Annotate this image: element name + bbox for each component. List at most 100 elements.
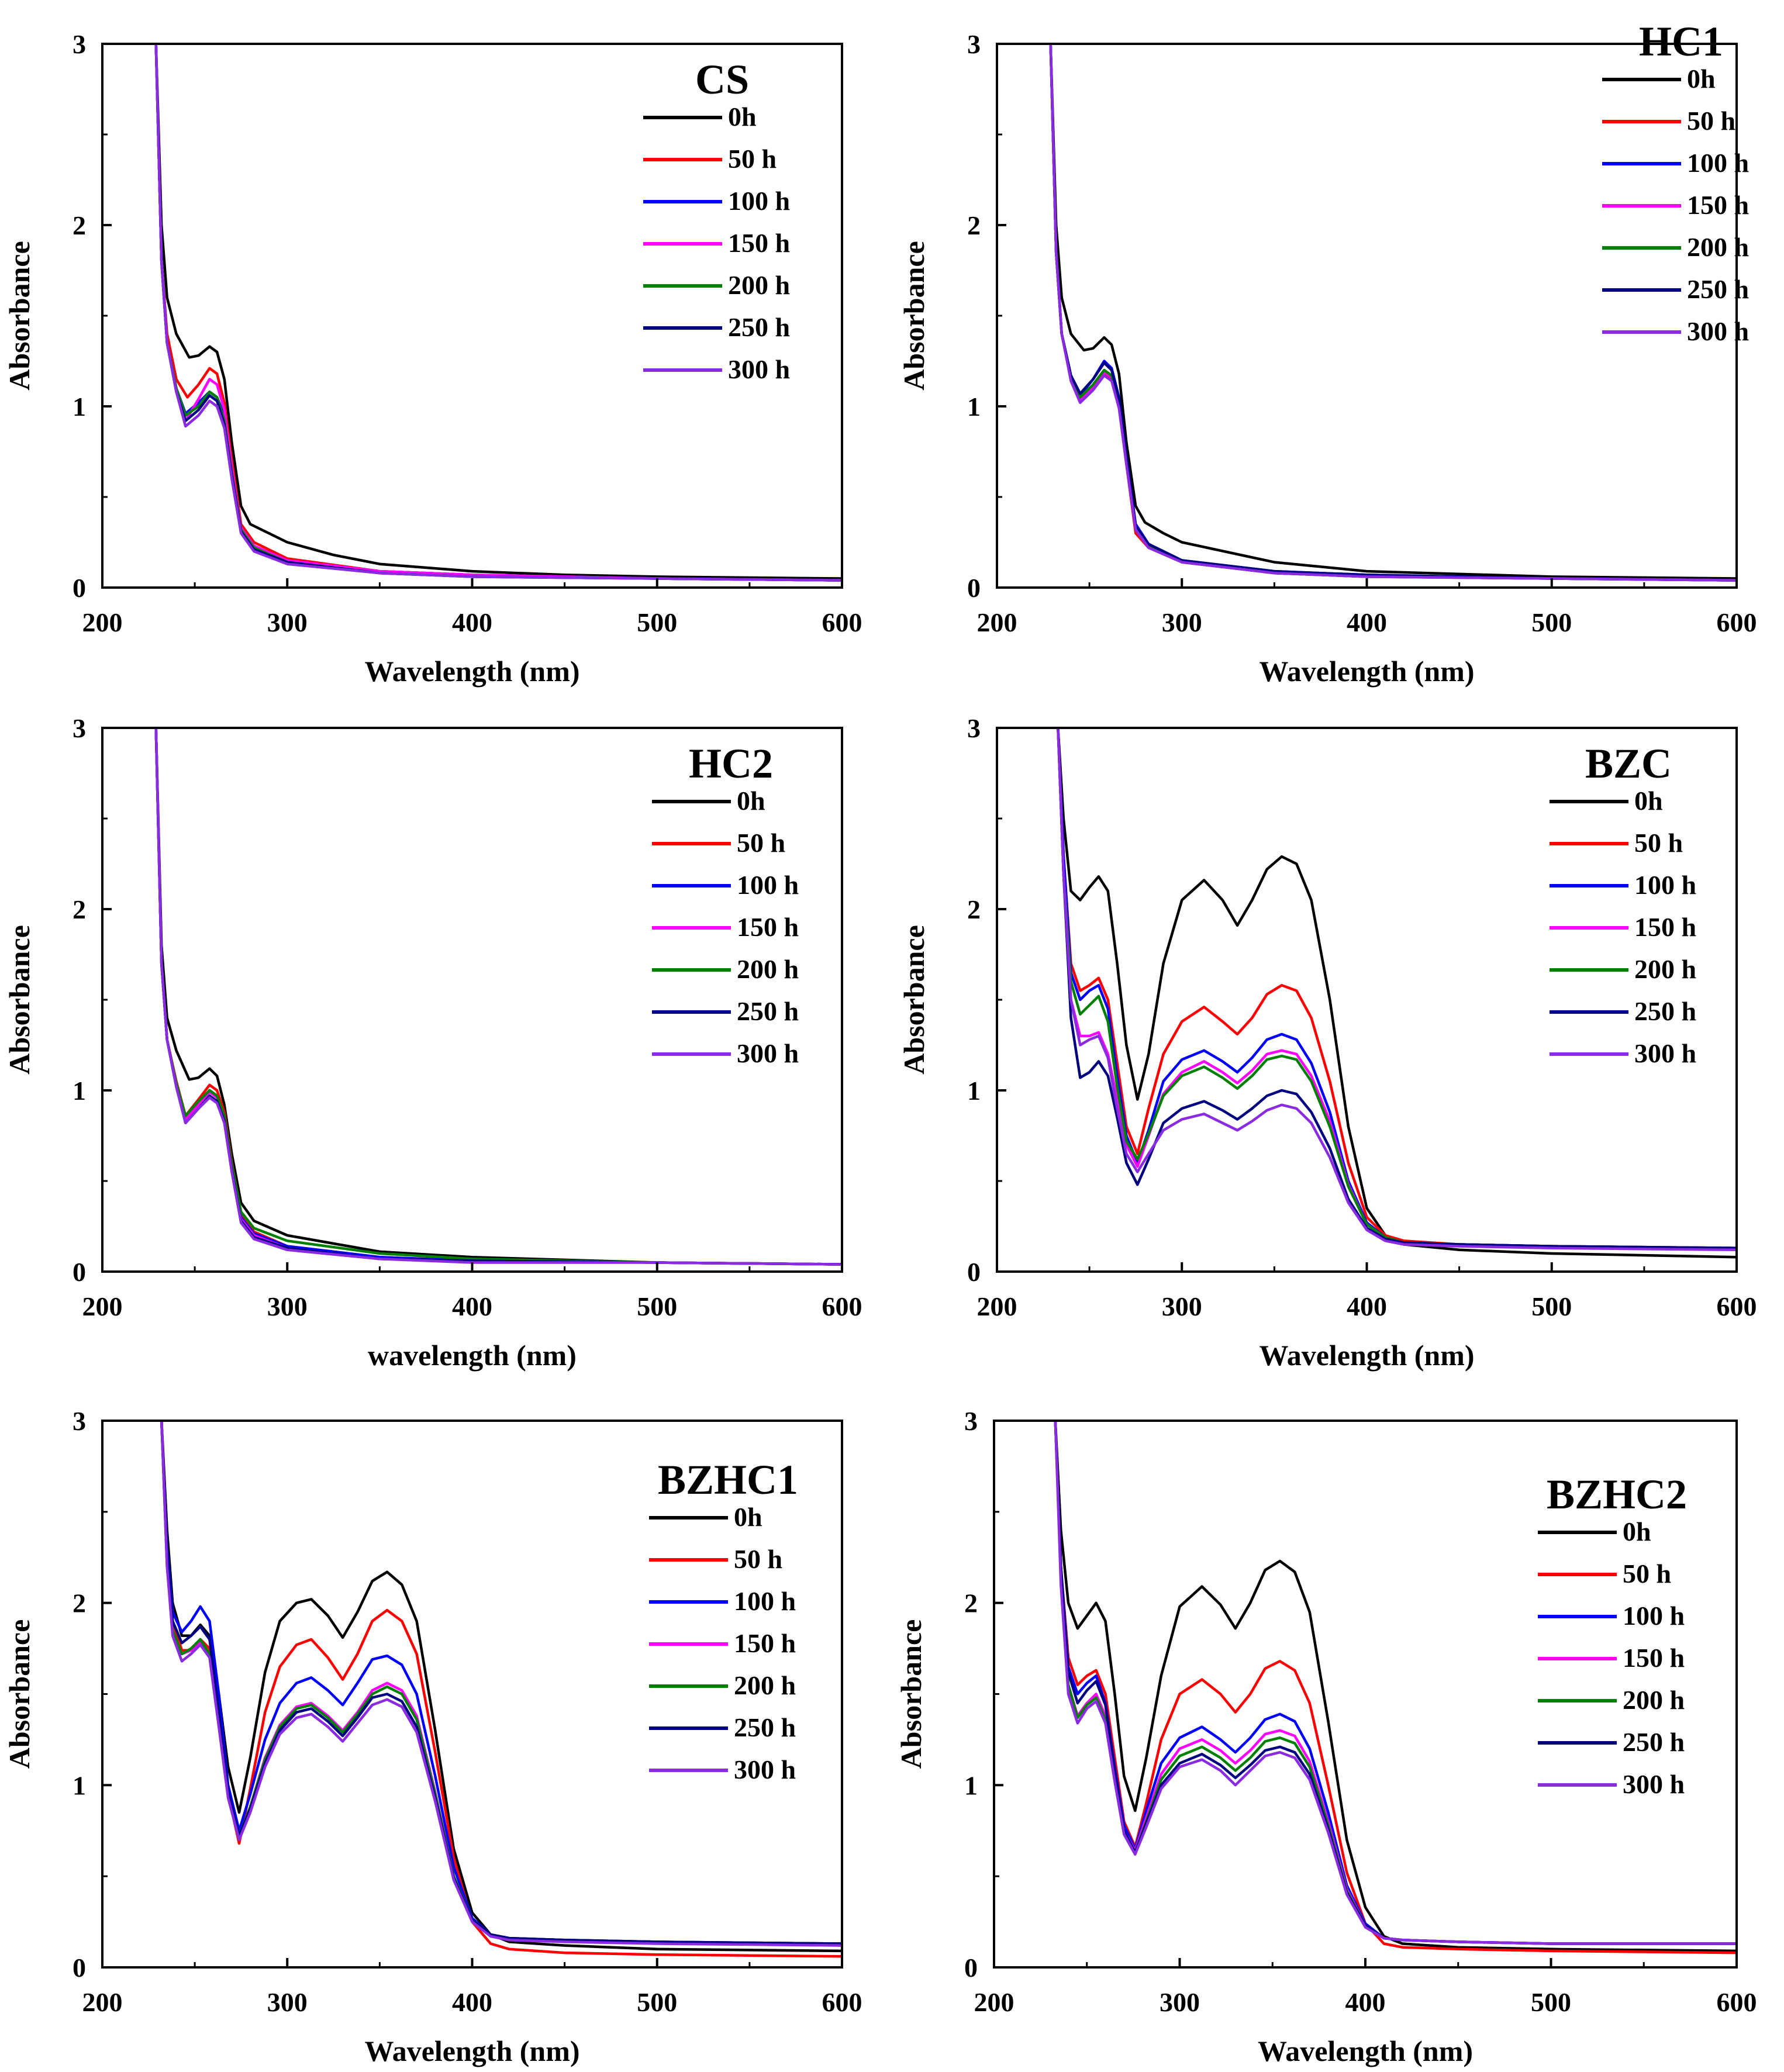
x-tick-label: 300: [267, 1291, 308, 1321]
legend: 0h 50 h 100 h 150 h 200 h 250 h 300 h: [643, 102, 790, 384]
x-tick-label: 400: [1345, 1987, 1386, 2017]
series-line-300h: [154, 728, 842, 1266]
series-line-0h: [154, 44, 842, 580]
x-tick-label: 400: [1347, 607, 1387, 637]
legend-label: 50 h: [728, 144, 777, 174]
x-tick-label: 200: [82, 1987, 123, 2017]
legend-label: 0h: [1623, 1517, 1651, 1546]
y-axis-label: Absorbance: [3, 241, 36, 391]
y-tick-label: 2: [73, 210, 86, 240]
legend-label: 250 h: [734, 1712, 796, 1742]
legend-label: 50 h: [1687, 106, 1735, 136]
x-tick-label: 300: [1162, 607, 1202, 637]
y-axis-label: Absorbance: [3, 925, 36, 1075]
legend-label: 200 h: [734, 1670, 796, 1700]
x-tick-label: 400: [452, 1291, 492, 1321]
x-tick-label: 300: [267, 1987, 308, 2017]
x-axis-label: Wavelength (nm): [1259, 655, 1474, 688]
chart-panel-hc1: 200 300 400 500 600 0 1 2 3 Wavelength (nm) Absorb…: [898, 18, 1757, 688]
plot-frame: [101, 727, 843, 1273]
x-tick-label: 300: [267, 607, 308, 637]
series-line-300h: [154, 44, 842, 582]
x-tick-label: 200: [82, 607, 123, 637]
x-tick-label: 500: [1531, 1291, 1572, 1321]
series-line-250h: [1049, 44, 1737, 582]
x-tick-label: 500: [637, 607, 677, 637]
y-tick-label: 3: [73, 1406, 86, 1436]
legend-label: 100 h: [1687, 148, 1749, 178]
x-tick-label: 600: [822, 1987, 862, 2017]
legend: 0h 50 h 100 h 150 h 200 h 250 h 300 h: [1538, 1517, 1685, 1799]
legend-label: 50 h: [734, 1544, 782, 1574]
series-line-0h: [1049, 44, 1737, 580]
y-tick-label: 1: [967, 392, 981, 422]
legend-label: 0h: [734, 1502, 762, 1532]
x-axis-label: Wavelength (nm): [364, 655, 579, 688]
legend-label: 100 h: [1623, 1601, 1685, 1631]
y-axis-label: Absorbance: [898, 925, 930, 1075]
x-tick-label: 600: [1717, 1291, 1757, 1321]
series-group: [1049, 44, 1737, 582]
legend-label: 150 h: [1687, 190, 1749, 220]
chart-title: HC2: [689, 740, 773, 787]
y-tick-label: 2: [73, 1588, 86, 1618]
x-tick-label: 200: [977, 1291, 1017, 1321]
y-tick-label: 3: [967, 713, 981, 743]
chart-panel-bzhc2: 200 300 400 500 600 0 1 2 3 Wavelength (nm) Absorb…: [895, 1406, 1757, 2067]
series-line-300h: [1057, 728, 1737, 1252]
series-group: [1054, 1421, 1737, 1954]
legend-label: 300 h: [1623, 1769, 1685, 1799]
y-axis-label: Absorbance: [898, 241, 930, 391]
legend-label: 300 h: [1634, 1038, 1696, 1068]
legend-label: 300 h: [734, 1755, 796, 1784]
legend-label: 100 h: [1634, 870, 1696, 900]
y-tick-label: 1: [73, 1076, 86, 1106]
legend-label: 100 h: [737, 870, 799, 900]
y-tick-label: 3: [967, 29, 981, 59]
plot-frame: [996, 43, 1738, 589]
x-axis-label: Wavelength (nm): [364, 2035, 579, 2067]
legend-label: 50 h: [1634, 828, 1683, 858]
legend-label: 50 h: [1623, 1559, 1671, 1588]
series-line-0h: [1054, 1421, 1737, 1953]
x-tick-label: 600: [1717, 1987, 1757, 2017]
series-group: [1057, 728, 1737, 1259]
series-group: [154, 44, 842, 582]
legend-label: 0h: [1687, 64, 1716, 94]
legend-label: 100 h: [734, 1586, 796, 1616]
legend-label: 150 h: [734, 1628, 796, 1658]
x-tick-label: 500: [637, 1987, 677, 2017]
x-tick-label: 300: [1162, 1291, 1202, 1321]
series-line-50h: [1057, 728, 1737, 1249]
legend-label: 200 h: [1623, 1685, 1685, 1715]
chart-title: CS: [695, 56, 749, 103]
legend-label: 250 h: [728, 312, 790, 342]
y-tick-label: 0: [964, 1953, 978, 1983]
series-group: [160, 1421, 842, 1958]
legend-label: 100 h: [728, 186, 790, 216]
series-line-150h: [1049, 44, 1737, 582]
legend-label: 250 h: [1634, 996, 1696, 1026]
x-tick-label: 600: [822, 607, 862, 637]
y-axis-label: Absorbance: [895, 1619, 927, 1769]
y-tick-label: 2: [964, 1588, 978, 1618]
y-tick-label: 1: [73, 1770, 86, 1800]
y-tick-label: 3: [73, 713, 86, 743]
chart-title: HC1: [1639, 18, 1723, 65]
legend-label: 300 h: [1687, 316, 1749, 346]
series-line-300h: [1049, 44, 1737, 582]
legend-label: 50 h: [737, 828, 785, 858]
chart-title: BZC: [1585, 740, 1672, 787]
legend: 0h 50 h 100 h 150 h 200 h 250 h 300 h: [649, 1502, 796, 1784]
legend-label: 0h: [737, 786, 765, 816]
legend-label: 0h: [728, 102, 757, 132]
x-tick-label: 300: [1160, 1987, 1200, 2017]
series-line-250h: [160, 1421, 842, 1945]
y-axis-label: Absorbance: [3, 1619, 36, 1769]
y-tick-label: 3: [73, 29, 86, 59]
series-line-0h: [154, 728, 842, 1266]
y-tick-label: 0: [73, 1953, 86, 1983]
x-tick-label: 200: [974, 1987, 1015, 2017]
y-tick-label: 0: [73, 573, 86, 603]
